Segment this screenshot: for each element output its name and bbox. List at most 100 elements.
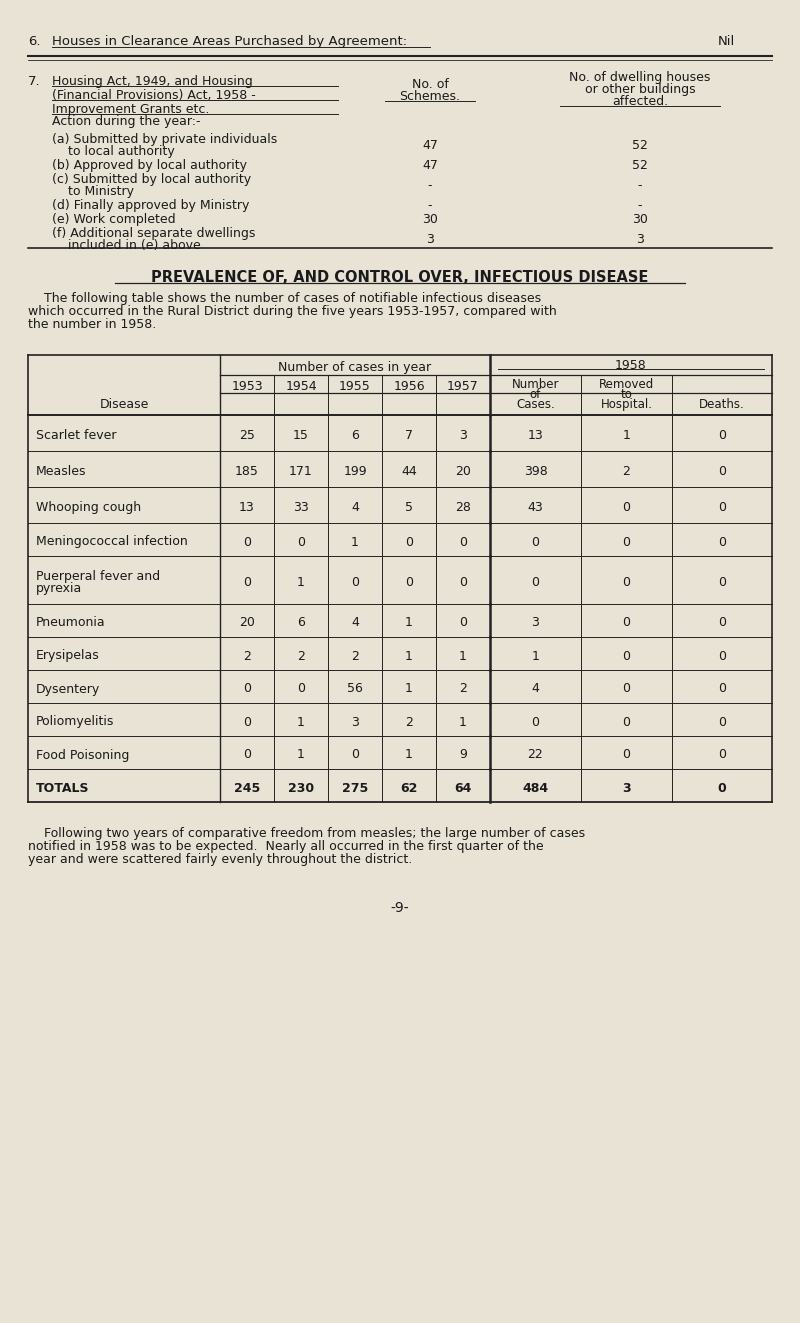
Text: of: of xyxy=(530,388,541,401)
Text: 1: 1 xyxy=(405,683,413,696)
Text: 0: 0 xyxy=(243,576,251,589)
Text: 5: 5 xyxy=(405,501,413,515)
Text: -: - xyxy=(638,179,642,192)
Text: Whooping cough: Whooping cough xyxy=(36,501,141,515)
Text: Improvement Grants etc.: Improvement Grants etc. xyxy=(52,103,210,116)
Text: Removed: Removed xyxy=(599,378,654,392)
Text: (d) Finally approved by Ministry: (d) Finally approved by Ministry xyxy=(52,198,250,212)
Text: 0: 0 xyxy=(459,617,467,630)
Text: 0: 0 xyxy=(622,576,630,589)
Text: TOTALS: TOTALS xyxy=(36,782,90,795)
Text: 275: 275 xyxy=(342,782,368,795)
Text: 1957: 1957 xyxy=(447,380,479,393)
Text: 0: 0 xyxy=(622,749,630,762)
Text: 2: 2 xyxy=(243,650,251,663)
Text: Schemes.: Schemes. xyxy=(399,90,461,103)
Text: 4: 4 xyxy=(531,683,539,696)
Text: to Ministry: to Ministry xyxy=(52,185,134,198)
Text: 3: 3 xyxy=(622,782,631,795)
Text: 2: 2 xyxy=(459,683,467,696)
Text: 398: 398 xyxy=(524,464,547,478)
Text: 62: 62 xyxy=(400,782,418,795)
Text: 47: 47 xyxy=(422,139,438,152)
Text: Puerperal fever and: Puerperal fever and xyxy=(36,570,160,583)
Text: 0: 0 xyxy=(718,650,726,663)
Text: 0: 0 xyxy=(718,683,726,696)
Text: 3: 3 xyxy=(426,233,434,246)
Text: No. of dwelling houses: No. of dwelling houses xyxy=(570,71,710,83)
Text: 1956: 1956 xyxy=(393,380,425,393)
Text: 0: 0 xyxy=(243,536,251,549)
Text: 9: 9 xyxy=(459,749,467,762)
Text: Poliomyelitis: Poliomyelitis xyxy=(36,716,114,729)
Text: 1: 1 xyxy=(622,429,630,442)
Text: Number: Number xyxy=(512,378,559,392)
Text: Housing Act, 1949, and Housing: Housing Act, 1949, and Housing xyxy=(52,75,253,89)
Text: affected.: affected. xyxy=(612,95,668,108)
Text: 43: 43 xyxy=(528,501,543,515)
Text: 0: 0 xyxy=(718,749,726,762)
Text: Disease: Disease xyxy=(99,398,149,411)
Text: -: - xyxy=(638,198,642,212)
Text: Erysipelas: Erysipelas xyxy=(36,650,100,663)
Text: 1: 1 xyxy=(459,716,467,729)
Text: 0: 0 xyxy=(351,749,359,762)
Text: (e) Work completed: (e) Work completed xyxy=(52,213,176,226)
Text: (a) Submitted by private individuals: (a) Submitted by private individuals xyxy=(52,134,278,146)
Text: 4: 4 xyxy=(351,617,359,630)
Text: 0: 0 xyxy=(718,782,726,795)
Text: 0: 0 xyxy=(622,501,630,515)
Text: 0: 0 xyxy=(622,716,630,729)
Text: (f) Additional separate dwellings: (f) Additional separate dwellings xyxy=(52,228,255,239)
Text: 0: 0 xyxy=(531,576,539,589)
Text: (b) Approved by local authority: (b) Approved by local authority xyxy=(52,159,247,172)
Text: Action during the year:-: Action during the year:- xyxy=(52,115,201,128)
Text: year and were scattered fairly evenly throughout the district.: year and were scattered fairly evenly th… xyxy=(28,853,412,867)
Text: Measles: Measles xyxy=(36,464,86,478)
Text: 3: 3 xyxy=(531,617,539,630)
Text: Hospital.: Hospital. xyxy=(601,398,653,411)
Text: 6: 6 xyxy=(297,617,305,630)
Text: Following two years of comparative freedom from measles; the large number of cas: Following two years of comparative freed… xyxy=(28,827,585,840)
Text: Nil: Nil xyxy=(718,34,735,48)
Text: 3: 3 xyxy=(459,429,467,442)
Text: 199: 199 xyxy=(343,464,367,478)
Text: (Financial Provisions) Act, 1958 -: (Financial Provisions) Act, 1958 - xyxy=(52,89,256,102)
Text: 1: 1 xyxy=(297,576,305,589)
Text: Dysentery: Dysentery xyxy=(36,683,100,696)
Text: PREVALENCE OF, AND CONTROL OVER, INFECTIOUS DISEASE: PREVALENCE OF, AND CONTROL OVER, INFECTI… xyxy=(151,270,649,284)
Text: 20: 20 xyxy=(455,464,471,478)
Text: 0: 0 xyxy=(622,617,630,630)
Text: 1: 1 xyxy=(459,650,467,663)
Text: 2: 2 xyxy=(405,716,413,729)
Text: The following table shows the number of cases of notifiable infectious diseases: The following table shows the number of … xyxy=(28,292,541,306)
Text: to local authority: to local authority xyxy=(52,146,174,157)
Text: 0: 0 xyxy=(243,716,251,729)
Text: 56: 56 xyxy=(347,683,363,696)
Text: 0: 0 xyxy=(243,749,251,762)
Text: included in (e) above: included in (e) above xyxy=(52,239,201,251)
Text: -: - xyxy=(428,198,432,212)
Text: Houses in Clearance Areas Purchased by Agreement:: Houses in Clearance Areas Purchased by A… xyxy=(52,34,407,48)
Text: 52: 52 xyxy=(632,139,648,152)
Text: 28: 28 xyxy=(455,501,471,515)
Text: 1: 1 xyxy=(405,749,413,762)
Text: 0: 0 xyxy=(622,650,630,663)
Text: the number in 1958.: the number in 1958. xyxy=(28,318,156,331)
Text: 1953: 1953 xyxy=(231,380,263,393)
Text: 0: 0 xyxy=(718,576,726,589)
Text: 0: 0 xyxy=(297,536,305,549)
Text: 1: 1 xyxy=(531,650,539,663)
Text: or other buildings: or other buildings xyxy=(585,83,695,97)
Text: 245: 245 xyxy=(234,782,260,795)
Text: Scarlet fever: Scarlet fever xyxy=(36,429,117,442)
Text: 1954: 1954 xyxy=(285,380,317,393)
Text: 1: 1 xyxy=(297,749,305,762)
Text: 171: 171 xyxy=(289,464,313,478)
Text: 0: 0 xyxy=(622,536,630,549)
Text: 4: 4 xyxy=(351,501,359,515)
Text: 0: 0 xyxy=(351,576,359,589)
Text: 6.: 6. xyxy=(28,34,41,48)
Text: 6: 6 xyxy=(351,429,359,442)
Text: 0: 0 xyxy=(405,576,413,589)
